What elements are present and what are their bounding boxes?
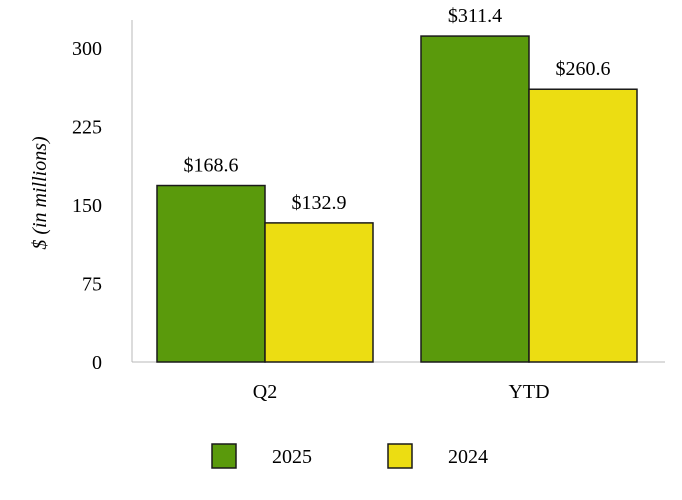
y-tick-label: 0 xyxy=(92,352,102,374)
bar-group: $168.6 $132.9 $311.4 $260.6 xyxy=(156,5,638,363)
y-tick-label: 75 xyxy=(82,274,102,296)
legend-label: 2024 xyxy=(448,446,488,468)
legend-swatch-2025 xyxy=(211,443,237,469)
bar-2024-Q2 xyxy=(264,222,374,363)
y-tick-label: 225 xyxy=(72,117,102,139)
y-axis-ticks: 0 75 150 225 300 xyxy=(72,38,102,374)
bar-2025-YTD xyxy=(420,35,530,363)
y-tick-label: 150 xyxy=(72,195,102,217)
data-label: $132.9 xyxy=(292,192,347,214)
x-axis-categories: Q2 YTD xyxy=(253,381,550,403)
data-label: $311.4 xyxy=(448,5,502,27)
legend: 2025 2024 xyxy=(211,443,488,469)
bar-2024-YTD xyxy=(528,88,638,363)
y-tick-label: 300 xyxy=(72,38,102,60)
x-category-label: Q2 xyxy=(253,381,277,403)
legend-swatch-2024 xyxy=(387,443,413,469)
data-label: $260.6 xyxy=(556,58,611,80)
legend-label: 2025 xyxy=(272,446,312,468)
bar-2025-Q2 xyxy=(156,184,266,363)
y-axis-title: $ (in millions) xyxy=(29,136,51,250)
data-label: $168.6 xyxy=(184,155,239,177)
x-category-label: YTD xyxy=(508,381,549,403)
